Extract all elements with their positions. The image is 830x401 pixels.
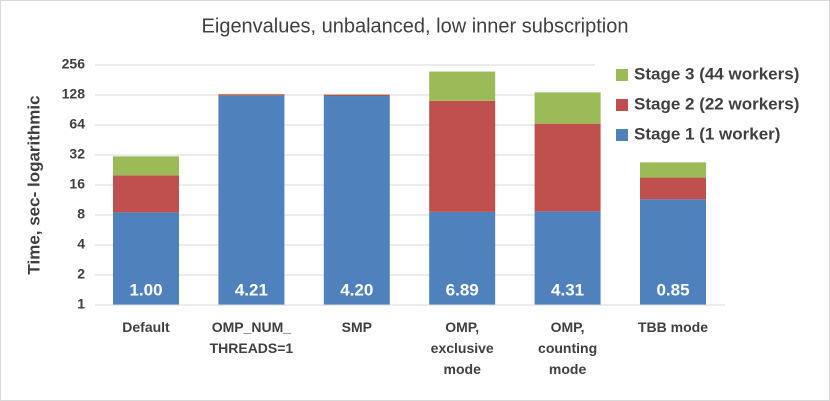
x-tick-line: mode [549, 361, 587, 377]
x-tick-line: THREADS=1 [210, 340, 294, 356]
bar-segment [429, 71, 496, 101]
bar-segment [640, 177, 706, 200]
bar-segment [113, 212, 179, 305]
x-tick-line: OMP, [445, 319, 479, 335]
x-tick-label: OMP_NUM_ THREADS=1 [210, 319, 294, 356]
y-axis-title: Time, sec- logarithmic [24, 95, 43, 274]
x-tick-line: SMP [342, 319, 372, 335]
bar-label: 4.31 [551, 280, 584, 299]
legend-label: Stage 3 (44 workers) [634, 64, 799, 83]
x-tick-line: OMP, [551, 319, 585, 335]
legend-label: Stage 2 (22 workers) [634, 94, 799, 113]
chart-title: Eigenvalues, unbalanced, low inner subsc… [202, 15, 629, 37]
bar-segment [534, 92, 601, 124]
y-tick-label: 256 [62, 56, 86, 72]
x-tick-line: mode [444, 361, 482, 377]
x-tick-line: exclusive [431, 340, 494, 356]
y-tick-label: 8 [77, 206, 85, 222]
bar-segment [640, 162, 706, 178]
y-tick-label: 1 [77, 296, 85, 312]
y-tick-label: 128 [62, 86, 86, 102]
x-tick-label: SMP [342, 319, 372, 335]
x-tick-line: TBB mode [638, 319, 708, 335]
y-tick-label: 2 [77, 266, 85, 282]
bar-label: 1.00 [129, 280, 162, 299]
bar-label: 4.20 [340, 280, 373, 299]
bar-segment [429, 100, 496, 212]
bar-segment [534, 123, 601, 212]
bar-segment [323, 94, 390, 97]
bar-segment [429, 211, 496, 305]
legend-swatch [616, 129, 628, 141]
bar-label: 6.89 [446, 280, 479, 299]
x-tick-label: TBB mode [638, 319, 708, 335]
bar-segment [113, 156, 179, 176]
x-tick-label: Default [122, 319, 170, 335]
bar-segment [534, 211, 601, 305]
x-tick-line: OMP_NUM_ [212, 319, 292, 335]
legend-swatch [616, 69, 628, 81]
bar-label: 4.21 [235, 280, 268, 299]
x-tick-line: counting [538, 340, 597, 356]
bar-segment [218, 95, 285, 305]
bar-segment [218, 94, 285, 96]
y-tick-label: 32 [69, 146, 85, 162]
legend-swatch [616, 99, 628, 111]
bar-segment [640, 199, 706, 305]
bar-segment [323, 96, 390, 305]
bar-segment [113, 175, 179, 213]
y-tick-label: 16 [69, 176, 85, 192]
x-tick-label: OMP, counting mode [538, 319, 597, 377]
bar-label: 0.85 [656, 280, 689, 299]
y-tick-label: 64 [69, 116, 85, 132]
x-tick-line: Default [122, 319, 170, 335]
y-tick-label: 4 [77, 236, 85, 252]
legend-label: Stage 1 (1 worker) [634, 124, 780, 143]
x-tick-label: OMP, exclusive mode [431, 319, 494, 377]
